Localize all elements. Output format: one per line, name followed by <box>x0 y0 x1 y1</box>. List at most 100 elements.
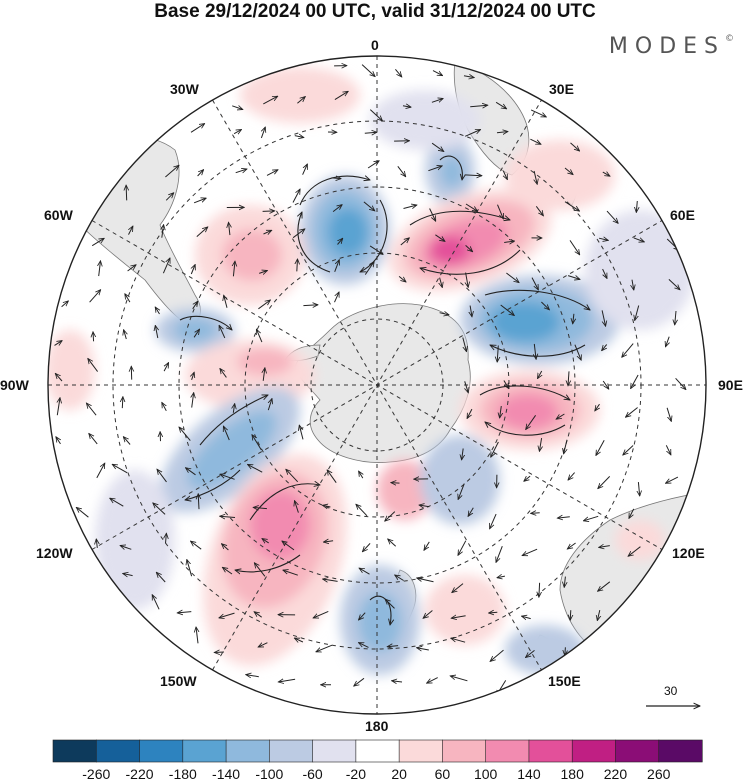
wind-vector <box>166 533 167 544</box>
wind-vector <box>417 648 429 650</box>
lon-label-120e: 120E <box>672 545 705 561</box>
wind-vector <box>302 164 308 175</box>
wind-vector <box>675 377 686 389</box>
wind-vector <box>363 201 375 211</box>
colorbar-swatch <box>139 739 184 763</box>
wind-vector <box>506 272 519 283</box>
wind-vector <box>286 469 299 483</box>
wind-vector <box>356 504 368 517</box>
wind-vector <box>564 167 573 175</box>
wind-vector <box>431 142 444 151</box>
wind-vector <box>534 170 537 184</box>
wind-vector <box>214 652 225 653</box>
wind-vector <box>596 439 605 455</box>
wind-vector <box>458 483 465 500</box>
wind-vector <box>151 595 160 610</box>
wind-vector <box>76 507 89 518</box>
wind-vector <box>93 332 94 342</box>
wind-vector <box>252 435 262 451</box>
wind-vector <box>564 201 580 211</box>
wind-vector <box>256 329 263 343</box>
wind-vector <box>541 301 549 310</box>
wind-vector <box>464 175 482 176</box>
wind-vector <box>567 542 576 549</box>
wind-vector <box>61 301 69 308</box>
colorbar-tick-label: -260 <box>82 766 111 782</box>
wind-vector <box>465 381 469 393</box>
wind-vector <box>254 563 266 577</box>
wind-vector <box>496 546 503 562</box>
wind-vector <box>666 407 671 422</box>
wind-vector <box>192 372 195 380</box>
wind-vector <box>268 399 272 411</box>
wind-vector <box>127 265 137 272</box>
wind-vector <box>334 292 340 303</box>
wind-vector <box>440 277 443 288</box>
lon-label-90w: 90W <box>0 377 29 393</box>
wind-vector <box>369 109 382 121</box>
wind-vector <box>598 476 611 488</box>
wind-vector <box>232 106 243 110</box>
wind-vector <box>361 64 375 77</box>
wind-vector <box>497 204 504 219</box>
lon-label-90e: 90E <box>718 377 743 393</box>
wind-vector <box>294 637 304 642</box>
wind-vector <box>632 279 634 290</box>
wind-vector <box>187 560 193 577</box>
lon-label-180: 180 <box>365 718 389 734</box>
wind-vector <box>299 425 304 440</box>
wind-vector <box>354 677 365 686</box>
lon-label-120w: 120W <box>36 545 73 561</box>
wind-vector <box>125 294 131 303</box>
wind-vector <box>636 200 637 212</box>
wind-vector <box>570 142 580 151</box>
wind-vector <box>258 300 270 310</box>
colorbar-swatch <box>312 739 357 763</box>
wind-vector <box>177 612 192 613</box>
wind-vector <box>395 575 404 581</box>
wind-vector <box>419 505 430 507</box>
wind-vector <box>99 261 101 277</box>
colorbar-swatch <box>225 739 270 763</box>
wind-vector <box>602 380 609 389</box>
wind-vector <box>292 229 305 239</box>
wind-vector <box>465 203 478 211</box>
wind-vector <box>628 546 641 557</box>
wind-vector <box>313 610 329 618</box>
wind-vector <box>522 548 538 555</box>
wind-vector <box>126 185 127 201</box>
wind-vector <box>283 570 298 576</box>
wind-vector <box>220 516 236 517</box>
wind-vector <box>570 610 571 620</box>
wind-vector <box>427 677 438 684</box>
wind-vector <box>466 272 469 288</box>
wind-vector <box>282 541 295 551</box>
colorbar-tick-label: 100 <box>473 766 498 782</box>
wind-vector <box>462 337 467 352</box>
wind-vector <box>526 415 537 429</box>
wind-vector <box>54 341 63 346</box>
wind-vector <box>567 275 580 280</box>
wind-vector <box>262 539 269 543</box>
wind-vector <box>638 482 639 496</box>
wind-vector <box>524 475 531 481</box>
wind-vector <box>191 265 195 275</box>
wind-vector <box>196 627 198 644</box>
lon-label-60w: 60W <box>44 207 73 223</box>
wind-vector <box>165 165 179 178</box>
colorbar-swatch <box>571 739 617 763</box>
wind-vector <box>668 279 680 289</box>
wind-vector <box>595 403 600 411</box>
wind-vector <box>530 138 541 145</box>
wind-vector <box>123 437 131 445</box>
wind-vector <box>192 301 198 310</box>
wind-vector <box>193 198 206 204</box>
wind-vector <box>463 76 474 78</box>
wind-vector <box>633 237 645 242</box>
wind-vector <box>323 541 334 542</box>
wind-vector <box>568 472 575 481</box>
wind-vector <box>261 127 265 139</box>
wind-vector <box>120 546 132 550</box>
lon-label-150e: 150E <box>548 673 581 689</box>
wind-vector <box>500 304 515 316</box>
